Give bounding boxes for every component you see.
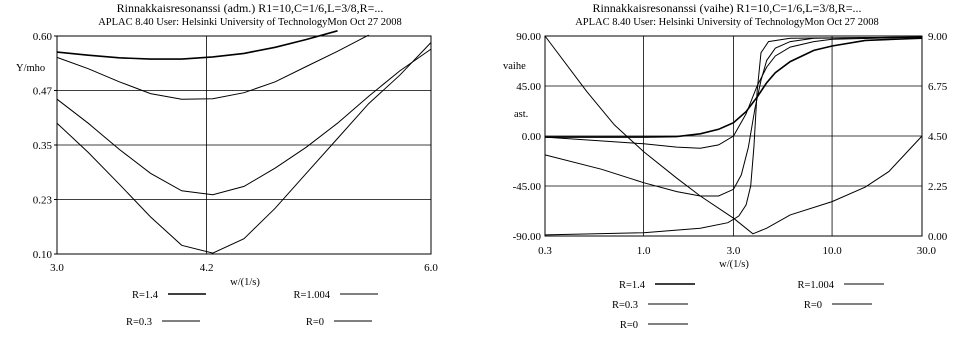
adm-x-tick-label: 3.0 — [50, 262, 64, 274]
phase-series-line-2 — [544, 36, 923, 197]
adm-x-axis-label: w/(1/s) — [230, 277, 260, 288]
adm-x-tick-label: 6.0 — [424, 262, 438, 274]
adm-series-group — [56, 30, 432, 254]
phase-y-tick-label: 45.00 — [516, 81, 541, 93]
phase-series-group — [544, 35, 923, 236]
adm-y-tick-label: 0.60 — [33, 31, 53, 43]
adm-grid — [57, 36, 431, 254]
phase-right-y-tick-labels: 9.00 6.75 4.50 2.25 0.00 — [928, 31, 948, 243]
phase-y-tick-label: 90.00 — [516, 31, 541, 43]
phase-y-tick-label: -45.00 — [513, 181, 542, 193]
adm-legend-label: R=0 — [306, 317, 324, 328]
phase-y-axis-label-line1: vaihe — [503, 61, 526, 72]
phase-chart-title: Rinnakkaisresonanssi (vaihe) R1=10,C=1/6… — [592, 1, 861, 15]
phase-y-tick-label: 0.00 — [522, 131, 542, 143]
phase-legend-label: R=0 — [804, 300, 822, 311]
phase-right-y-tick-label: 6.75 — [928, 81, 948, 93]
adm-y-tick-label: 0.10 — [33, 249, 53, 261]
phase-y-tick-label: -90.00 — [513, 231, 542, 243]
phase-legend-label: R=1.004 — [797, 280, 834, 291]
phase-right-y-tick-label: 9.00 — [928, 31, 948, 43]
adm-legend-label: R=1.004 — [293, 290, 330, 301]
phase-series-line-4 — [544, 35, 923, 235]
phase-series-line-3 — [544, 36, 923, 236]
phase-legend-label: R=0 — [620, 320, 638, 331]
adm-series-line-3 — [56, 42, 432, 254]
adm-x-tick-label: 4.2 — [200, 262, 214, 274]
adm-series-line-0 — [56, 30, 338, 60]
phase-legend-label: R=1.4 — [619, 280, 646, 291]
phase-x-tick-labels: 0.3 1.0 3.0 10.0 30.0 — [538, 245, 936, 257]
phase-x-tick-label: 3.0 — [727, 245, 741, 257]
adm-y-tick-label: 0.47 — [33, 86, 53, 98]
adm-y-tick-label: 0.35 — [33, 140, 53, 152]
phase-chart-subtitle: APLAC 8.40 User: Helsinki University of … — [575, 17, 879, 28]
phase-x-tick-label: 30.0 — [917, 245, 937, 257]
phase-x-tick-label: 0.3 — [538, 245, 552, 257]
phase-legend: R=1.4 R=1.004 R=0.3 R=0 R=0 — [612, 280, 884, 331]
adm-legend-label: R=0.3 — [126, 317, 152, 328]
adm-chart-title: Rinnakkaisresonanssi (adm.) R1=10,C=1/6,… — [117, 1, 384, 15]
phase-right-y-tick-label: 4.50 — [928, 131, 948, 143]
phase-legend-label: R=0.3 — [612, 300, 638, 311]
phase-x-tick-label: 10.0 — [822, 245, 842, 257]
adm-chart-subtitle: APLAC 8.40 User: Helsinki University of … — [98, 17, 402, 28]
phase-left-y-tick-labels: 90.00 45.00 0.00 -45.00 -90.00 — [513, 31, 542, 243]
adm-y-axis-label: Y/mho — [16, 63, 45, 74]
phase-series-line-1 — [544, 36, 923, 149]
phase-x-tick-label: 1.0 — [637, 245, 651, 257]
adm-y-tick-labels: 0.60 0.47 0.35 0.23 0.10 — [33, 31, 57, 261]
adm-series-line-1 — [56, 34, 369, 100]
phase-y-axis-label-line2: ast. — [514, 109, 528, 120]
phase-right-y-tick-label: 2.25 — [928, 181, 948, 193]
phase-chart: Rinnakkaisresonanssi (vaihe) R1=10,C=1/6… — [503, 1, 948, 331]
admittance-chart: Rinnakkaisresonanssi (adm.) R1=10,C=1/6,… — [16, 1, 438, 328]
adm-y-tick-label: 0.23 — [33, 195, 53, 207]
adm-x-tick-labels: 3.0 4.2 6.0 — [50, 262, 438, 274]
phase-x-axis-label: w/(1/s) — [719, 259, 749, 270]
adm-legend-label: R=1.4 — [132, 290, 159, 301]
adm-legend: R=1.4 R=1.004 R=0.3 R=0 — [126, 290, 378, 328]
phase-right-y-tick-label: 0.00 — [928, 231, 948, 243]
adm-series-line-2 — [56, 48, 432, 196]
